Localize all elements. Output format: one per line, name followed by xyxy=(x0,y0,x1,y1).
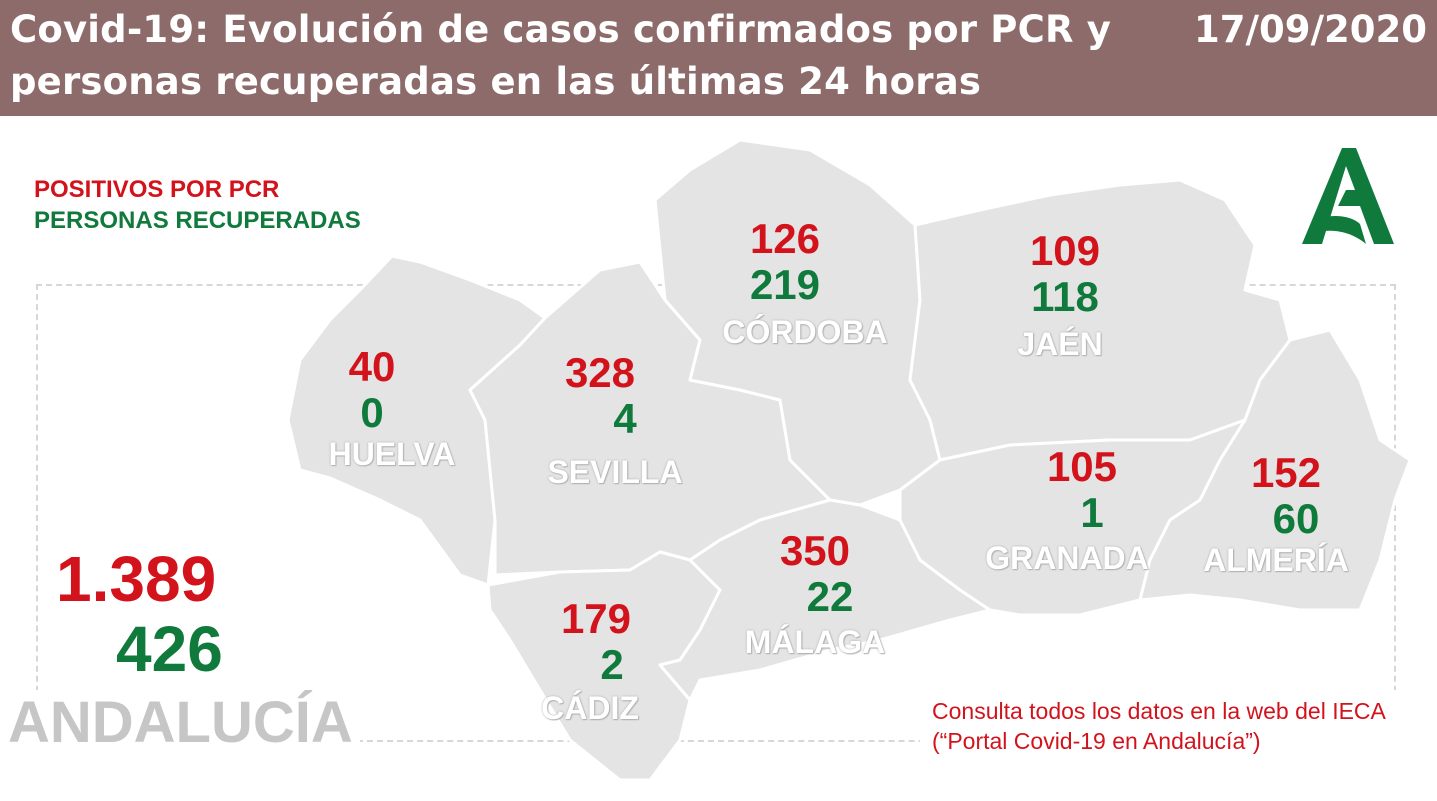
malaga-positives: 350 xyxy=(779,527,851,574)
malaga-label: MÁLAGA xyxy=(744,624,886,660)
province-cordoba: 126 219 CÓRDOBA xyxy=(710,215,900,351)
source-note: Consulta todos los datos en la web del I… xyxy=(932,698,1385,754)
junta-de-andalucia-logo-icon xyxy=(1302,148,1394,244)
almeria-label: ALMERÍA xyxy=(1203,542,1349,578)
report-date: 17/09/2020 xyxy=(1194,8,1427,51)
region-title: ANDALUCÍA xyxy=(8,690,353,755)
legend-recovered: PERSONAS RECUPERADAS xyxy=(34,207,361,234)
malaga-recovered: 22 xyxy=(806,573,854,620)
sevilla-positives: 328 xyxy=(564,349,636,396)
cadiz-label: CÁDIZ xyxy=(541,690,639,726)
province-granada: 105 1 GRANADA xyxy=(982,443,1152,577)
huelva-positives: 40 xyxy=(348,343,396,390)
legend: POSITIVOS POR PCR PERSONAS RECUPERADAS xyxy=(34,174,361,236)
almeria-recovered: 60 xyxy=(1272,495,1320,542)
cadiz-positives: 179 xyxy=(560,595,632,642)
huelva-label: HUELVA xyxy=(328,436,456,472)
map-province-almeria xyxy=(1138,328,1412,612)
jaen-positives: 109 xyxy=(1029,227,1101,274)
cordoba-label: CÓRDOBA xyxy=(722,314,888,350)
legend-positives: POSITIVOS POR PCR xyxy=(34,176,280,203)
total-positives: 1.389 xyxy=(56,543,217,615)
header-banner: Covid-19: Evolución de casos confirmados… xyxy=(0,0,1437,116)
granada-positives: 105 xyxy=(1046,443,1118,490)
cordoba-positives: 126 xyxy=(749,215,821,262)
almeria-positives: 152 xyxy=(1250,449,1322,496)
huelva-recovered: 0 xyxy=(360,389,384,436)
province-almeria: 152 60 ALMERÍA xyxy=(1196,449,1356,579)
granada-label: GRANADA xyxy=(985,540,1149,576)
cordoba-recovered: 219 xyxy=(749,261,821,308)
map-province-malaga xyxy=(658,498,992,702)
province-malaga: 350 22 MÁLAGA xyxy=(740,527,890,661)
granada-recovered: 1 xyxy=(1080,489,1104,536)
jaen-recovered: 118 xyxy=(1031,273,1099,320)
province-jaen: 109 118 JAÉN xyxy=(990,227,1130,363)
cadiz-recovered: 2 xyxy=(600,641,624,688)
page-title: Covid-19: Evolución de casos confirmados… xyxy=(10,8,1112,103)
jaen-label: JAÉN xyxy=(1017,326,1103,362)
sevilla-label: SEVILLA xyxy=(547,454,683,490)
total-recovered: 426 xyxy=(116,613,223,685)
sevilla-recovered: 4 xyxy=(613,395,637,442)
map-province-huelva xyxy=(286,254,547,587)
total-andalucia: 1.389 426 xyxy=(56,544,256,684)
province-cadiz: 179 2 CÁDIZ xyxy=(520,595,660,727)
province-huelva: 40 0 HUELVA xyxy=(322,343,462,473)
province-sevilla: 328 4 SEVILLA xyxy=(530,349,700,491)
